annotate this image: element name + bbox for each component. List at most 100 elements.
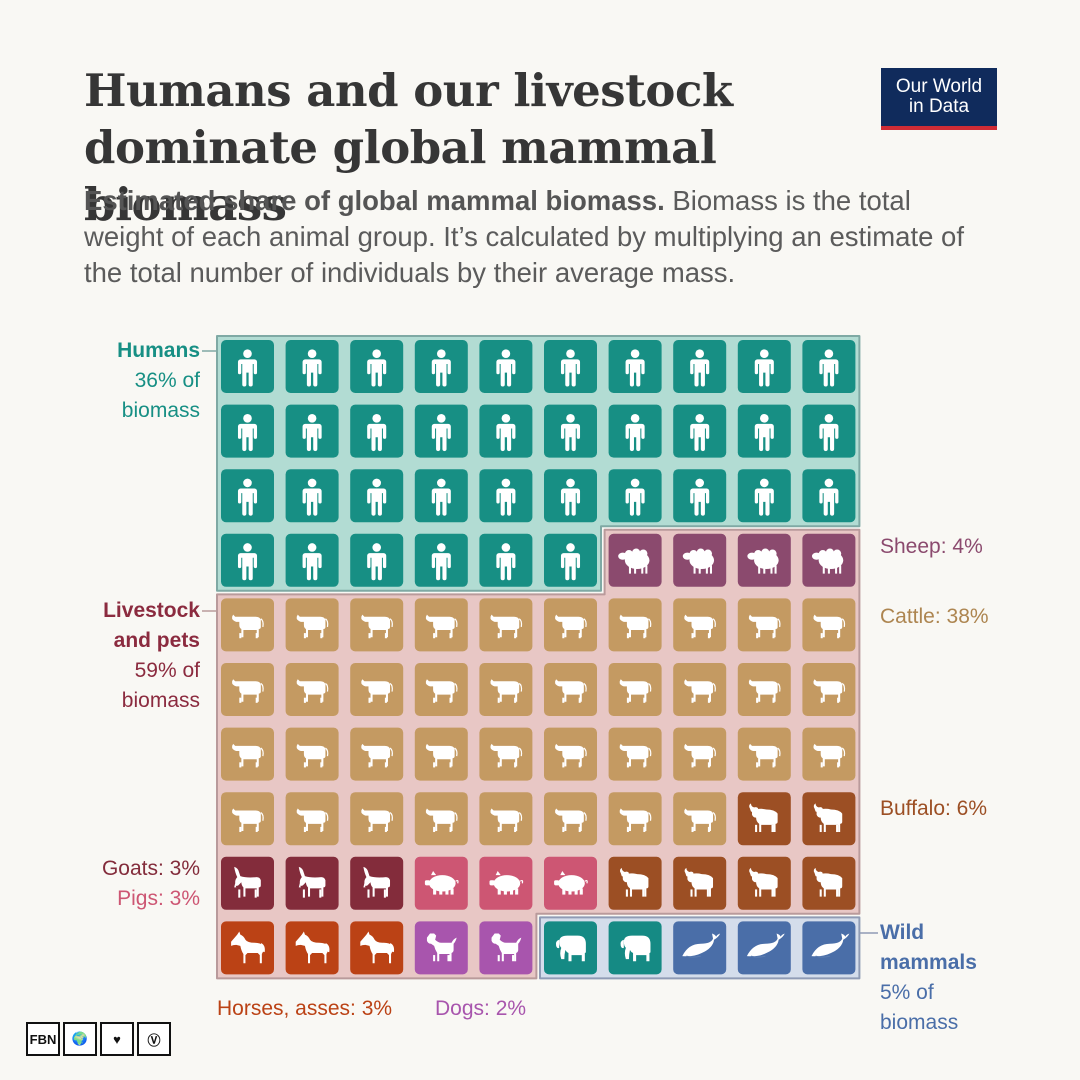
label-leader-lines bbox=[202, 350, 878, 934]
waffle-cell-cattle bbox=[479, 598, 533, 652]
waffle-cell-humans bbox=[544, 469, 597, 523]
waffle-cell-cattle bbox=[479, 663, 533, 716]
waffle-cell-humans bbox=[544, 533, 597, 587]
label-wild-unit: biomass bbox=[880, 1011, 959, 1034]
waffle-cell-humans bbox=[608, 404, 662, 458]
chart-subtitle: Estimated share of global mammal biomass… bbox=[84, 183, 984, 291]
waffle-cell-cattle bbox=[673, 598, 727, 652]
label-humans-name: Humans bbox=[117, 339, 200, 362]
waffle-cell-cattle bbox=[479, 727, 533, 781]
waffle-cell-pigs bbox=[414, 856, 468, 910]
label-cattle: Cattle: 38% bbox=[880, 605, 989, 628]
waffle-cell-sheep bbox=[802, 533, 856, 587]
waffle-cell-cattle bbox=[414, 727, 468, 781]
waffle-cell-dogs bbox=[479, 921, 533, 975]
label-livestock: Livestock and pets 59% of biomass bbox=[40, 596, 200, 716]
waffle-cell-cattle bbox=[350, 598, 404, 652]
label-humans: Humans 36% of biomass bbox=[60, 336, 200, 426]
waffle-cell-cattle bbox=[544, 727, 597, 781]
label-humans-unit: biomass bbox=[121, 399, 200, 422]
waffle-cell-humans bbox=[737, 404, 791, 458]
waffle-cell-cattle bbox=[802, 727, 856, 781]
waffle-cell-cattle bbox=[414, 598, 468, 652]
fbn-icon[interactable]: FBN bbox=[26, 1022, 60, 1056]
globe-icon[interactable]: 🌍 bbox=[63, 1022, 97, 1056]
label-wild-name-1: Wild bbox=[880, 921, 925, 944]
waffle-cell-cattle bbox=[221, 598, 274, 652]
waffle-cell-humans bbox=[350, 469, 404, 523]
title-line-2: dominate global mammal biomass bbox=[84, 121, 717, 231]
waffle-cell-humans bbox=[221, 469, 274, 523]
label-buffalo: Buffalo: 6% bbox=[880, 797, 988, 820]
waffle-cell-whales bbox=[737, 921, 791, 975]
subtitle-bold: Estimated share of global mammal biomass… bbox=[84, 185, 665, 216]
waffle-cell-elephants bbox=[608, 921, 662, 975]
waffle-cell-sheep bbox=[673, 533, 727, 587]
waffle-cell-humans bbox=[802, 469, 856, 523]
subtitle-text: Biomass is the total weight of each anim… bbox=[84, 185, 964, 288]
waffle-cell-whales bbox=[673, 921, 727, 975]
waffle-cell-pigs bbox=[544, 856, 597, 910]
waffle-cell-humans bbox=[673, 340, 727, 393]
waffle-cell-humans bbox=[221, 404, 274, 458]
waffle-cell-cattle bbox=[608, 792, 662, 846]
label-horses: Horses, asses: 3% bbox=[217, 997, 393, 1020]
waffle-cell-buffalo bbox=[737, 792, 791, 846]
waffle-cell-humans bbox=[221, 340, 274, 393]
waffle-cell-cattle bbox=[802, 663, 856, 716]
label-wild-share: 5% of bbox=[880, 981, 934, 1004]
owid-logo[interactable]: Our World in Data bbox=[881, 68, 997, 130]
waffle-cell-cattle bbox=[285, 727, 339, 781]
waffle-cell-cattle bbox=[285, 792, 339, 846]
waffle-cell-horses bbox=[350, 921, 404, 975]
label-livestock-unit: biomass bbox=[121, 689, 200, 712]
waffle-cell-cattle bbox=[737, 727, 791, 781]
waffle-cell-goats bbox=[350, 856, 404, 910]
logo-line-2: in Data bbox=[908, 96, 970, 117]
waffle-cell-sheep bbox=[608, 533, 662, 587]
waffle-cell-humans bbox=[608, 469, 662, 523]
heart-icon[interactable]: ♥ bbox=[100, 1022, 134, 1056]
waffle-cell-humans bbox=[285, 533, 339, 587]
waffle-cell-buffalo bbox=[737, 856, 791, 910]
label-dogs: Dogs: 2% bbox=[435, 997, 527, 1020]
waffle-cell-cattle bbox=[673, 663, 727, 716]
waffle-cell-humans bbox=[737, 469, 791, 523]
waffle-cell-humans bbox=[802, 404, 856, 458]
waffle-cell-cattle bbox=[350, 663, 404, 716]
label-wild-name-2: mammals bbox=[880, 951, 977, 974]
waffle-cell-cattle bbox=[673, 727, 727, 781]
label-wild: Wild mammals 5% of biomass bbox=[880, 918, 1040, 1038]
waffle-cell-humans bbox=[350, 404, 404, 458]
waffle-cell-goats bbox=[285, 856, 339, 910]
waffle-cell-buffalo bbox=[802, 792, 856, 846]
waffle-cell-cattle bbox=[285, 598, 339, 652]
waffle-cell-cattle bbox=[737, 598, 791, 652]
label-livestock-share: 59% of bbox=[134, 659, 200, 682]
waffle-cell-humans bbox=[350, 533, 404, 587]
chart-title: Humans and our livestock dominate global… bbox=[84, 62, 874, 233]
vegan-icon[interactable]: Ⓥ bbox=[137, 1022, 171, 1056]
waffle-cell-sheep bbox=[737, 533, 791, 587]
waffle-cells bbox=[221, 340, 856, 975]
waffle-cell-horses bbox=[285, 921, 339, 975]
group-region-humans bbox=[216, 335, 861, 592]
waffle-cell-cattle bbox=[544, 598, 597, 652]
waffle-cell-cattle bbox=[221, 663, 274, 716]
waffle-cell-buffalo bbox=[673, 856, 727, 910]
brand-icon-bar: FBN 🌍 ♥ Ⓥ bbox=[26, 1022, 171, 1056]
waffle-cell-humans bbox=[737, 340, 791, 393]
waffle-cell-buffalo bbox=[608, 856, 662, 910]
waffle-cell-cattle bbox=[544, 792, 597, 846]
waffle-cell-cattle bbox=[285, 663, 339, 716]
waffle-cell-humans bbox=[673, 404, 727, 458]
waffle-cell-humans bbox=[544, 404, 597, 458]
waffle-cell-cattle bbox=[221, 727, 274, 781]
waffle-cell-humans bbox=[285, 340, 339, 393]
label-livestock-name-1: Livestock bbox=[103, 599, 200, 622]
waffle-cell-buffalo bbox=[802, 856, 856, 910]
waffle-cell-humans bbox=[414, 404, 468, 458]
waffle-cell-humans bbox=[802, 340, 856, 393]
waffle-cell-humans bbox=[544, 340, 597, 393]
